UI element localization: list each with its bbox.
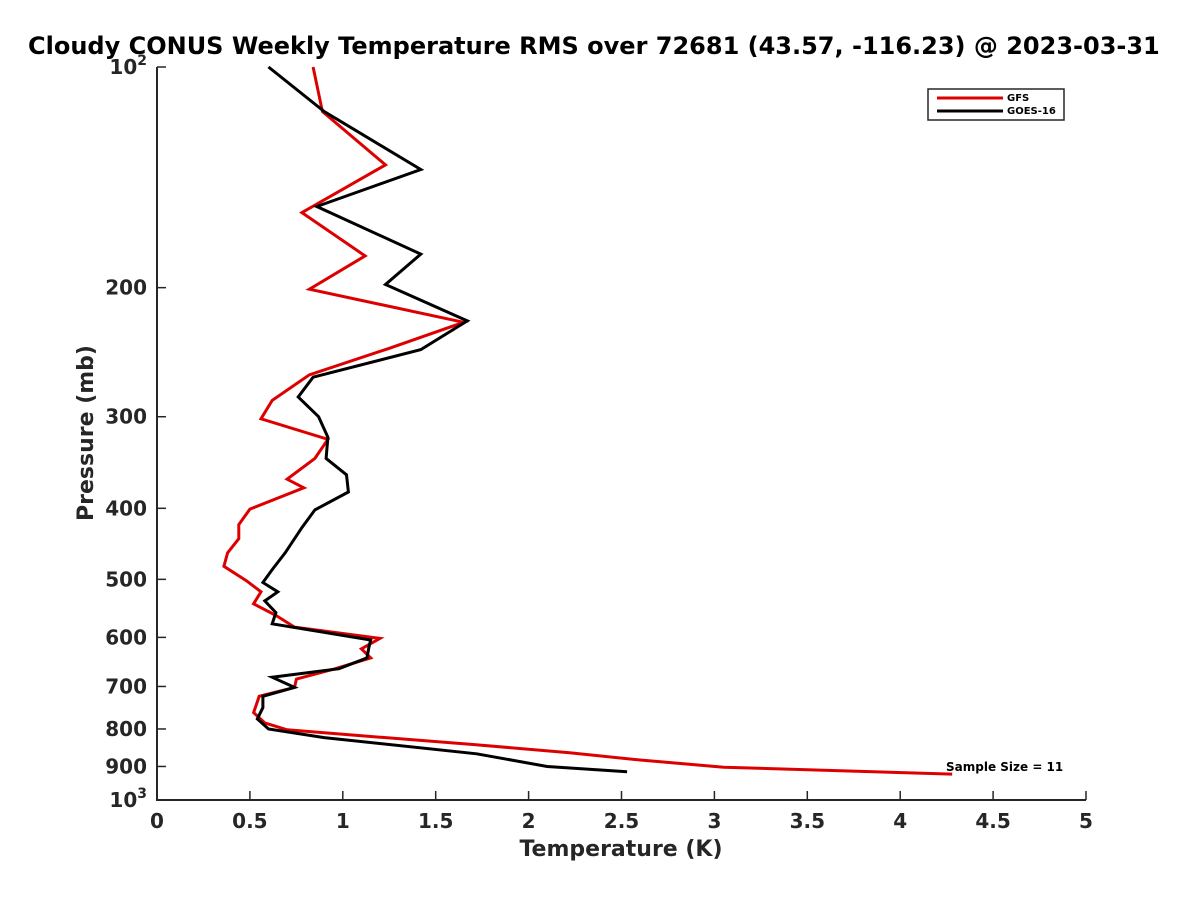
series-line-goes16 bbox=[255, 65, 628, 774]
x-tick-label: 3.5 bbox=[790, 809, 825, 833]
legend: GFS GOES-16 bbox=[927, 88, 1065, 121]
y-tick-label: 102 bbox=[109, 53, 147, 79]
y-axis-label: Pressure (mb) bbox=[74, 345, 99, 521]
x-tick-label: 1.5 bbox=[418, 809, 453, 833]
y-tick-label: 200 bbox=[105, 276, 147, 300]
y-tick-label: 900 bbox=[105, 754, 147, 778]
chart-title: Cloudy CONUS Weekly Temperature RMS over… bbox=[28, 32, 1160, 60]
x-tick-label: 4.5 bbox=[975, 809, 1010, 833]
x-axis-label: Temperature (K) bbox=[519, 837, 722, 862]
legend-box bbox=[927, 88, 1065, 121]
x-tick-label: 4 bbox=[893, 809, 907, 833]
x-tick-label: 3 bbox=[707, 809, 721, 833]
legend-label-goes16: GOES-16 bbox=[1007, 106, 1056, 117]
y-axis-ticks: 102 200 300 400 500 600 700 800 900 103 bbox=[105, 53, 166, 812]
y-tick-label: 300 bbox=[105, 405, 147, 429]
legend-label-gfs: GFS bbox=[1007, 93, 1029, 104]
sample-size-annotation: Sample Size = 11 bbox=[946, 760, 1063, 774]
x-tick-label: 2.5 bbox=[604, 809, 639, 833]
series-line-gfs bbox=[222, 66, 953, 776]
x-tick-label: 2 bbox=[522, 809, 536, 833]
x-tick-label: 1 bbox=[336, 809, 350, 833]
y-tick-label: 800 bbox=[105, 717, 147, 741]
y-tick-label: 500 bbox=[105, 567, 147, 591]
y-tick-label: 700 bbox=[105, 674, 147, 698]
x-tick-label: 0.5 bbox=[232, 809, 267, 833]
x-tick-label: 0 bbox=[150, 809, 164, 833]
plot-lines bbox=[222, 65, 953, 776]
y-tick-label: 103 bbox=[109, 786, 147, 812]
y-tick-label: 600 bbox=[105, 625, 147, 649]
x-tick-label: 5 bbox=[1079, 809, 1093, 833]
x-axis-ticks: 0 0.5 1 1.5 2 2.5 3 3.5 4 4.5 5 bbox=[150, 791, 1093, 833]
y-tick-label: 400 bbox=[105, 496, 147, 520]
